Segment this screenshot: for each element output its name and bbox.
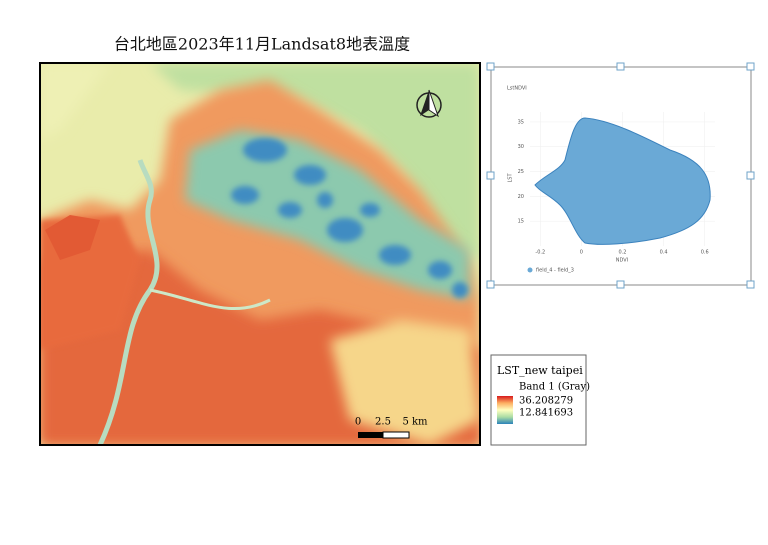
- x-tick-label: 0: [580, 250, 583, 256]
- scatter-cloud: [534, 117, 711, 245]
- scale-bar: 0 2.5 5 km: [355, 417, 428, 439]
- legend-marker: [527, 267, 533, 273]
- lst-raster: [40, 63, 480, 445]
- legend-band: Band 1 (Gray): [519, 382, 590, 393]
- north-arrow: [416, 89, 442, 118]
- legend: LST_new taipei Band 1 (Gray) 36.208279 1…: [490, 354, 590, 446]
- legend-ramp: [497, 396, 513, 424]
- legend-max: 36.208279: [519, 396, 573, 407]
- scale-label: 5 km: [402, 417, 428, 428]
- legend-layer: LST_new taipei: [497, 364, 583, 377]
- x-axis-label: NDVI: [616, 258, 628, 264]
- legend-entry: field_4 - field_3: [536, 268, 574, 274]
- y-axis-label: LST: [508, 173, 514, 183]
- y-tick-label: 35: [518, 119, 524, 125]
- map-title: 台北地區2023年11月Landsat8地表溫度: [114, 35, 410, 54]
- scatter-inset: -0.2 0 0.2 0.4 0.6 35 30 25 20 15 LstNDVI NDVI LST fi…: [486, 62, 755, 289]
- x-tick-label: -0.2: [535, 250, 545, 256]
- x-tick-label: 0.6: [701, 250, 709, 256]
- scale-label: 2.5: [375, 417, 391, 428]
- y-tick-label: 25: [518, 169, 524, 175]
- y-tick-label: 30: [518, 144, 524, 150]
- y-tick-label: 20: [518, 194, 524, 200]
- y-tick-label: 15: [518, 219, 524, 225]
- scale-label: 0: [355, 417, 361, 428]
- plot-title: LstNDVI: [507, 86, 527, 92]
- legend-min: 12.841693: [519, 408, 573, 419]
- x-tick-label: 0.4: [660, 250, 668, 256]
- map-frame: [39, 62, 481, 446]
- x-tick-label: 0.2: [619, 250, 627, 256]
